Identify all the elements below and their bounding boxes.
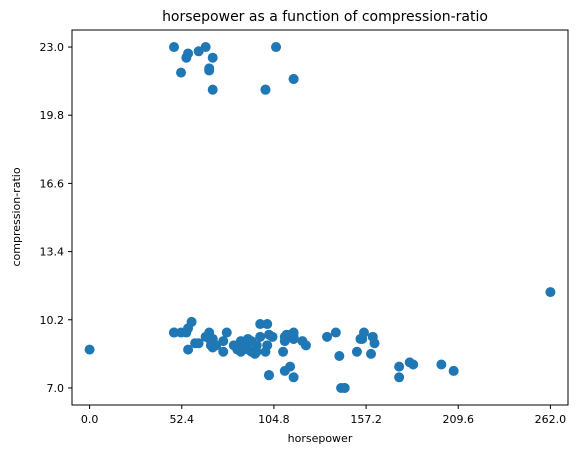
- data-point: [351, 346, 362, 357]
- data-point: [221, 327, 232, 338]
- data-point: [369, 338, 380, 349]
- data-point: [204, 65, 215, 76]
- x-tick-label: 52.4: [170, 413, 195, 426]
- data-point: [334, 350, 345, 361]
- data-point: [545, 287, 556, 298]
- data-point: [169, 327, 180, 338]
- data-point: [394, 372, 405, 383]
- x-axis-ticks: 0.0 52.4 104.8 157.2 209.6 262.0: [81, 405, 566, 426]
- data-point: [260, 84, 271, 95]
- y-axis-label: compression-ratio: [10, 167, 23, 266]
- x-axis-label: horsepower: [288, 432, 353, 445]
- data-point: [183, 344, 194, 355]
- data-point: [285, 361, 296, 372]
- data-point: [207, 52, 218, 63]
- data-point: [262, 340, 273, 351]
- data-point: [218, 336, 229, 347]
- x-tick-label: 104.8: [258, 413, 290, 426]
- y-tick-label: 16.6: [40, 177, 65, 190]
- data-point: [322, 331, 333, 342]
- data-point: [358, 327, 369, 338]
- data-point: [218, 346, 229, 357]
- data-point: [193, 338, 204, 349]
- data-points: [84, 42, 556, 393]
- y-axis-ticks: 7.0 10.2 13.4 16.6 19.8 23.0: [40, 41, 72, 395]
- data-point: [288, 333, 299, 344]
- data-point: [169, 42, 180, 53]
- y-tick-label: 7.0: [47, 382, 65, 395]
- data-point: [186, 316, 197, 327]
- data-point: [267, 331, 278, 342]
- data-point: [183, 48, 194, 59]
- chart-title: horsepower as a function of compression-…: [162, 9, 488, 25]
- data-point: [300, 340, 311, 351]
- data-point: [207, 84, 218, 95]
- y-tick-label: 10.2: [40, 314, 65, 327]
- data-point: [255, 331, 266, 342]
- x-tick-label: 0.0: [81, 413, 99, 426]
- data-point: [436, 359, 447, 370]
- data-point: [200, 42, 211, 53]
- data-point: [394, 361, 405, 372]
- x-tick-label: 157.2: [350, 413, 382, 426]
- plot-frame: [71, 29, 569, 406]
- y-tick-label: 23.0: [40, 41, 65, 54]
- data-point: [176, 67, 187, 78]
- data-point: [448, 365, 459, 376]
- data-point: [262, 319, 273, 330]
- x-tick-label: 262.0: [535, 413, 567, 426]
- data-point: [84, 344, 95, 355]
- data-point: [339, 382, 350, 393]
- y-tick-label: 19.8: [40, 109, 65, 122]
- y-tick-label: 13.4: [40, 246, 65, 259]
- data-point: [366, 348, 377, 359]
- data-point: [278, 346, 289, 357]
- data-point: [330, 327, 341, 338]
- x-tick-label: 209.6: [442, 413, 474, 426]
- data-point: [408, 359, 419, 370]
- data-point: [288, 372, 299, 383]
- data-point: [255, 319, 266, 330]
- data-point: [181, 327, 192, 338]
- data-point: [271, 42, 282, 53]
- data-point: [251, 340, 262, 351]
- data-point: [263, 370, 274, 381]
- data-point: [288, 74, 299, 85]
